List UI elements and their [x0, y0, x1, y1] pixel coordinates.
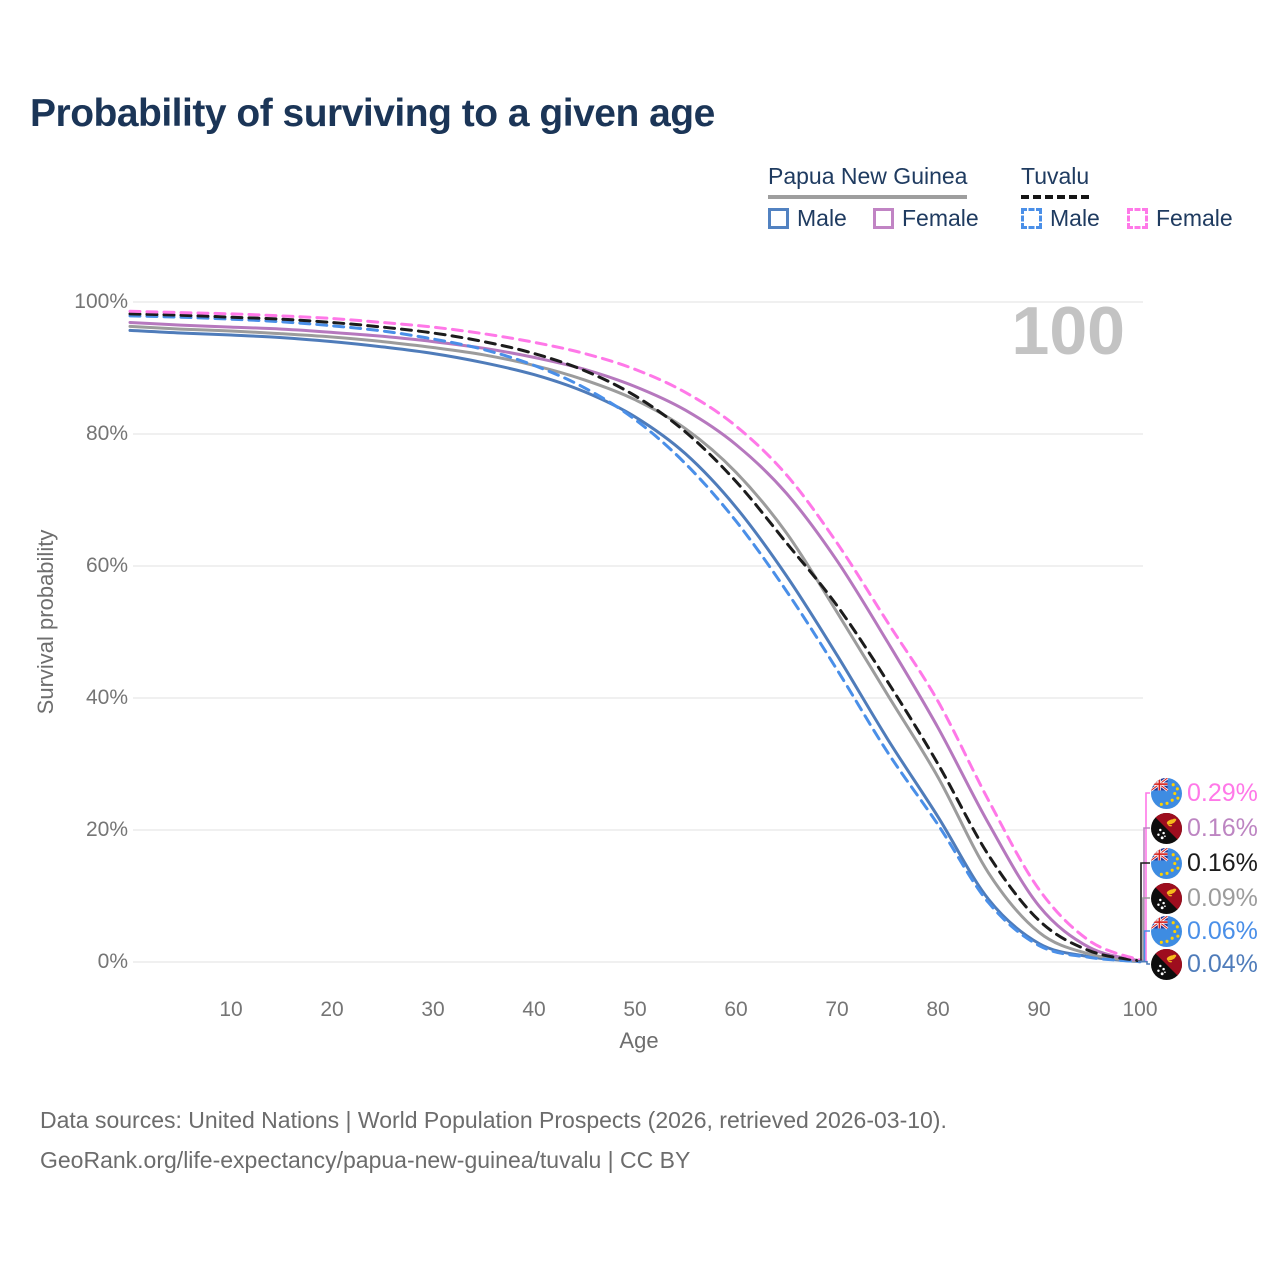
x-tick-label: 30 [421, 998, 445, 1021]
x-tick-label: 60 [724, 998, 748, 1021]
y-tick-label: 40% [85, 686, 128, 709]
legend-group-papua-new-guinea: Papua New Guinea [768, 163, 968, 199]
curve-papua-new-guinea-female [128, 320, 1142, 963]
end-label-value: 0.29% [1187, 778, 1258, 807]
tuvalu-flag-icon [1151, 777, 1182, 809]
curve-papua-new-guinea [128, 324, 1142, 963]
x-tick-label: 50 [623, 998, 647, 1021]
end-label-tuvalu-male: 0.06% [1151, 915, 1258, 947]
x-tick-label: 10 [219, 998, 243, 1021]
x-axis-title: Age [619, 1028, 659, 1053]
x-tick-label: 90 [1027, 998, 1051, 1021]
papua-new-guinea-flag-icon [1151, 948, 1182, 980]
page-title: Probability of surviving to a given age [30, 92, 715, 135]
end-label-value: 0.16% [1187, 848, 1258, 877]
end-label-papua-new-guinea-female: 0.16% [1151, 812, 1258, 844]
curve-papua-new-guinea-male [128, 328, 1142, 964]
png-female-swatch-icon [873, 208, 894, 229]
legend-item-png-female[interactable]: Female [873, 205, 979, 232]
x-tick-label: 70 [825, 998, 849, 1021]
x-tick-label: 80 [926, 998, 950, 1021]
chart-hover-age-watermark: 100 [1011, 293, 1125, 369]
y-tick-label: 80% [85, 422, 128, 445]
legend-label: Female [1156, 205, 1233, 231]
end-label-tuvalu-female: 0.29% [1151, 777, 1258, 809]
end-label-value: 0.16% [1187, 813, 1258, 842]
papua-new-guinea-flag-icon [1151, 812, 1182, 844]
x-tick-label: 100 [1122, 998, 1158, 1021]
png-male-swatch-icon [768, 208, 789, 229]
end-label-papua-new-guinea-male: 0.04% [1151, 948, 1258, 980]
x-tick-label: 20 [320, 998, 344, 1021]
legend-label: Male [797, 205, 847, 231]
tuvalu-flag-icon [1151, 847, 1182, 879]
tuvalu-male-swatch-icon [1021, 208, 1042, 229]
end-label-papua-new-guinea: 0.09% [1151, 882, 1258, 914]
tuvalu-flag-icon [1151, 915, 1182, 947]
end-label-connector [1138, 792, 1150, 961]
x-tick-label: 40 [522, 998, 546, 1021]
legend-label: Male [1050, 205, 1100, 231]
curve-tuvalu-female [128, 309, 1142, 962]
end-label-value: 0.09% [1187, 883, 1258, 912]
tuvalu-female-swatch-icon [1127, 208, 1148, 229]
y-tick-label: 20% [85, 818, 128, 841]
y-tick-label: 60% [85, 554, 128, 577]
attribution-link-text[interactable]: GeoRank.org/life-expectancy/papua-new-gu… [40, 1147, 691, 1173]
legend-item-tuvalu-female[interactable]: Female [1127, 205, 1233, 232]
end-label-value: 0.06% [1187, 916, 1258, 945]
legend-item-tuvalu-male[interactable]: Male [1021, 205, 1100, 232]
papua-new-guinea-flag-icon [1151, 882, 1182, 914]
y-tick-label: 100% [74, 290, 128, 313]
legend-group-tuvalu: Tuvalu [1021, 163, 1090, 199]
data-sources-text: Data sources: United Nations | World Pop… [40, 1107, 947, 1133]
end-label-value: 0.04% [1187, 949, 1258, 978]
y-tick-label: 0% [97, 950, 128, 973]
end-label-connector [1138, 930, 1150, 963]
end-label-tuvalu: 0.16% [1151, 847, 1258, 879]
legend-item-png-male[interactable]: Male [768, 205, 847, 232]
end-label-connector [1138, 960, 1150, 965]
curve-tuvalu [128, 312, 1142, 963]
curve-tuvalu-male [128, 314, 1142, 964]
legend-label: Female [902, 205, 979, 231]
